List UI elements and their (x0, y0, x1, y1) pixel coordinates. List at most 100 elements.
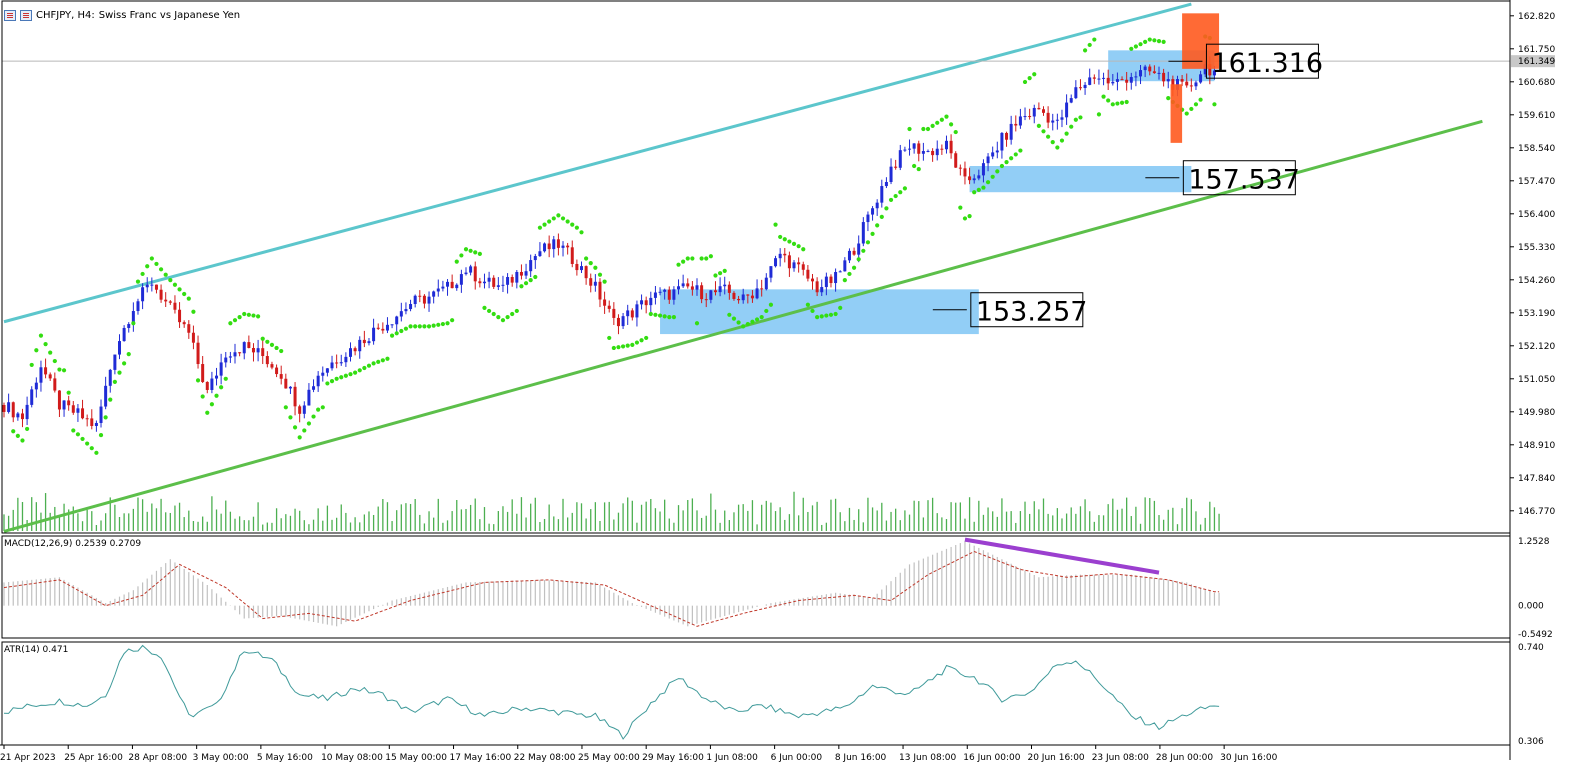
candle[interactable] (1055, 119, 1059, 121)
candle[interactable] (667, 289, 671, 300)
macd-panel[interactable] (3, 537, 1220, 627)
candle[interactable] (399, 311, 403, 317)
candle[interactable] (621, 316, 625, 327)
candle[interactable] (1088, 77, 1092, 85)
candle[interactable] (492, 277, 496, 287)
candle[interactable] (1185, 81, 1189, 86)
candle[interactable] (1189, 85, 1193, 87)
candle[interactable] (1000, 132, 1004, 151)
candle[interactable] (570, 247, 574, 264)
candle[interactable] (515, 271, 519, 283)
candle[interactable] (824, 276, 828, 288)
candle[interactable] (422, 295, 426, 304)
candle[interactable] (640, 300, 644, 305)
candle[interactable] (30, 389, 34, 405)
candle[interactable] (815, 281, 819, 293)
candle[interactable] (469, 266, 473, 273)
candle[interactable] (136, 301, 140, 312)
candle[interactable] (783, 253, 787, 256)
candle[interactable] (663, 289, 667, 292)
candle[interactable] (1028, 116, 1032, 118)
candle[interactable] (1046, 112, 1050, 123)
candle[interactable] (256, 348, 260, 353)
candle[interactable] (1065, 102, 1069, 118)
candle[interactable] (404, 309, 408, 312)
candle[interactable] (1152, 71, 1156, 74)
candle[interactable] (413, 295, 417, 305)
candle[interactable] (510, 277, 514, 283)
candle[interactable] (446, 281, 450, 287)
candle[interactable] (921, 151, 925, 154)
candle[interactable] (2, 405, 6, 412)
candle[interactable] (543, 243, 547, 252)
candle[interactable] (312, 386, 316, 390)
candle[interactable] (944, 140, 948, 150)
candle[interactable] (349, 348, 352, 357)
candle[interactable] (995, 150, 999, 153)
candle[interactable] (376, 327, 380, 329)
candle[interactable] (556, 239, 560, 248)
candle[interactable] (940, 148, 944, 150)
candle[interactable] (704, 299, 708, 301)
candle[interactable] (362, 339, 366, 344)
candle[interactable] (686, 283, 690, 287)
candle[interactable] (737, 298, 741, 301)
candle[interactable] (201, 364, 205, 382)
candle[interactable] (1115, 79, 1119, 82)
candle[interactable] (390, 324, 394, 326)
candle[interactable] (580, 266, 583, 271)
candle[interactable] (219, 362, 223, 376)
candle[interactable] (16, 413, 20, 418)
candle[interactable] (25, 404, 29, 420)
candle[interactable] (811, 278, 814, 282)
candle[interactable] (307, 389, 311, 406)
candle[interactable] (774, 258, 778, 267)
candle[interactable] (409, 304, 413, 310)
candle[interactable] (755, 288, 759, 299)
support-zone[interactable] (660, 289, 979, 335)
candle[interactable] (57, 390, 61, 410)
support-zone[interactable] (969, 165, 1192, 193)
candle[interactable] (653, 292, 657, 298)
candle[interactable] (1162, 72, 1166, 82)
candle[interactable] (432, 291, 436, 297)
candle[interactable] (1097, 78, 1101, 80)
candle[interactable] (39, 367, 43, 383)
candle[interactable] (436, 288, 440, 292)
candle[interactable] (427, 296, 431, 304)
candle[interactable] (1139, 70, 1143, 77)
candle[interactable] (238, 352, 242, 354)
candle[interactable] (1037, 107, 1041, 110)
candle[interactable] (857, 243, 861, 255)
candle[interactable] (293, 386, 297, 407)
candle[interactable] (677, 286, 681, 290)
candle[interactable] (62, 400, 66, 410)
candle[interactable] (612, 308, 616, 318)
candle[interactable] (1120, 79, 1124, 81)
candle[interactable] (894, 166, 898, 168)
candle[interactable] (191, 332, 195, 343)
candle[interactable] (233, 352, 237, 357)
candle[interactable] (450, 281, 454, 289)
candle[interactable] (205, 381, 209, 390)
candle[interactable] (265, 356, 269, 365)
chart-properties-icon[interactable] (20, 9, 32, 21)
candle[interactable] (76, 408, 80, 413)
candle[interactable] (1060, 117, 1064, 120)
candle[interactable] (316, 375, 320, 387)
candle[interactable] (681, 283, 685, 287)
candle[interactable] (90, 418, 94, 426)
candle[interactable] (866, 214, 870, 223)
candle[interactable] (1157, 72, 1161, 74)
candle[interactable] (801, 264, 805, 270)
candle[interactable] (215, 375, 219, 379)
candle[interactable] (843, 260, 847, 272)
candle[interactable] (496, 285, 500, 287)
candle[interactable] (1143, 66, 1147, 71)
candle[interactable] (118, 341, 121, 355)
candle[interactable] (131, 311, 135, 325)
candle[interactable] (630, 310, 634, 318)
candle[interactable] (519, 271, 523, 276)
candle[interactable] (71, 405, 75, 413)
